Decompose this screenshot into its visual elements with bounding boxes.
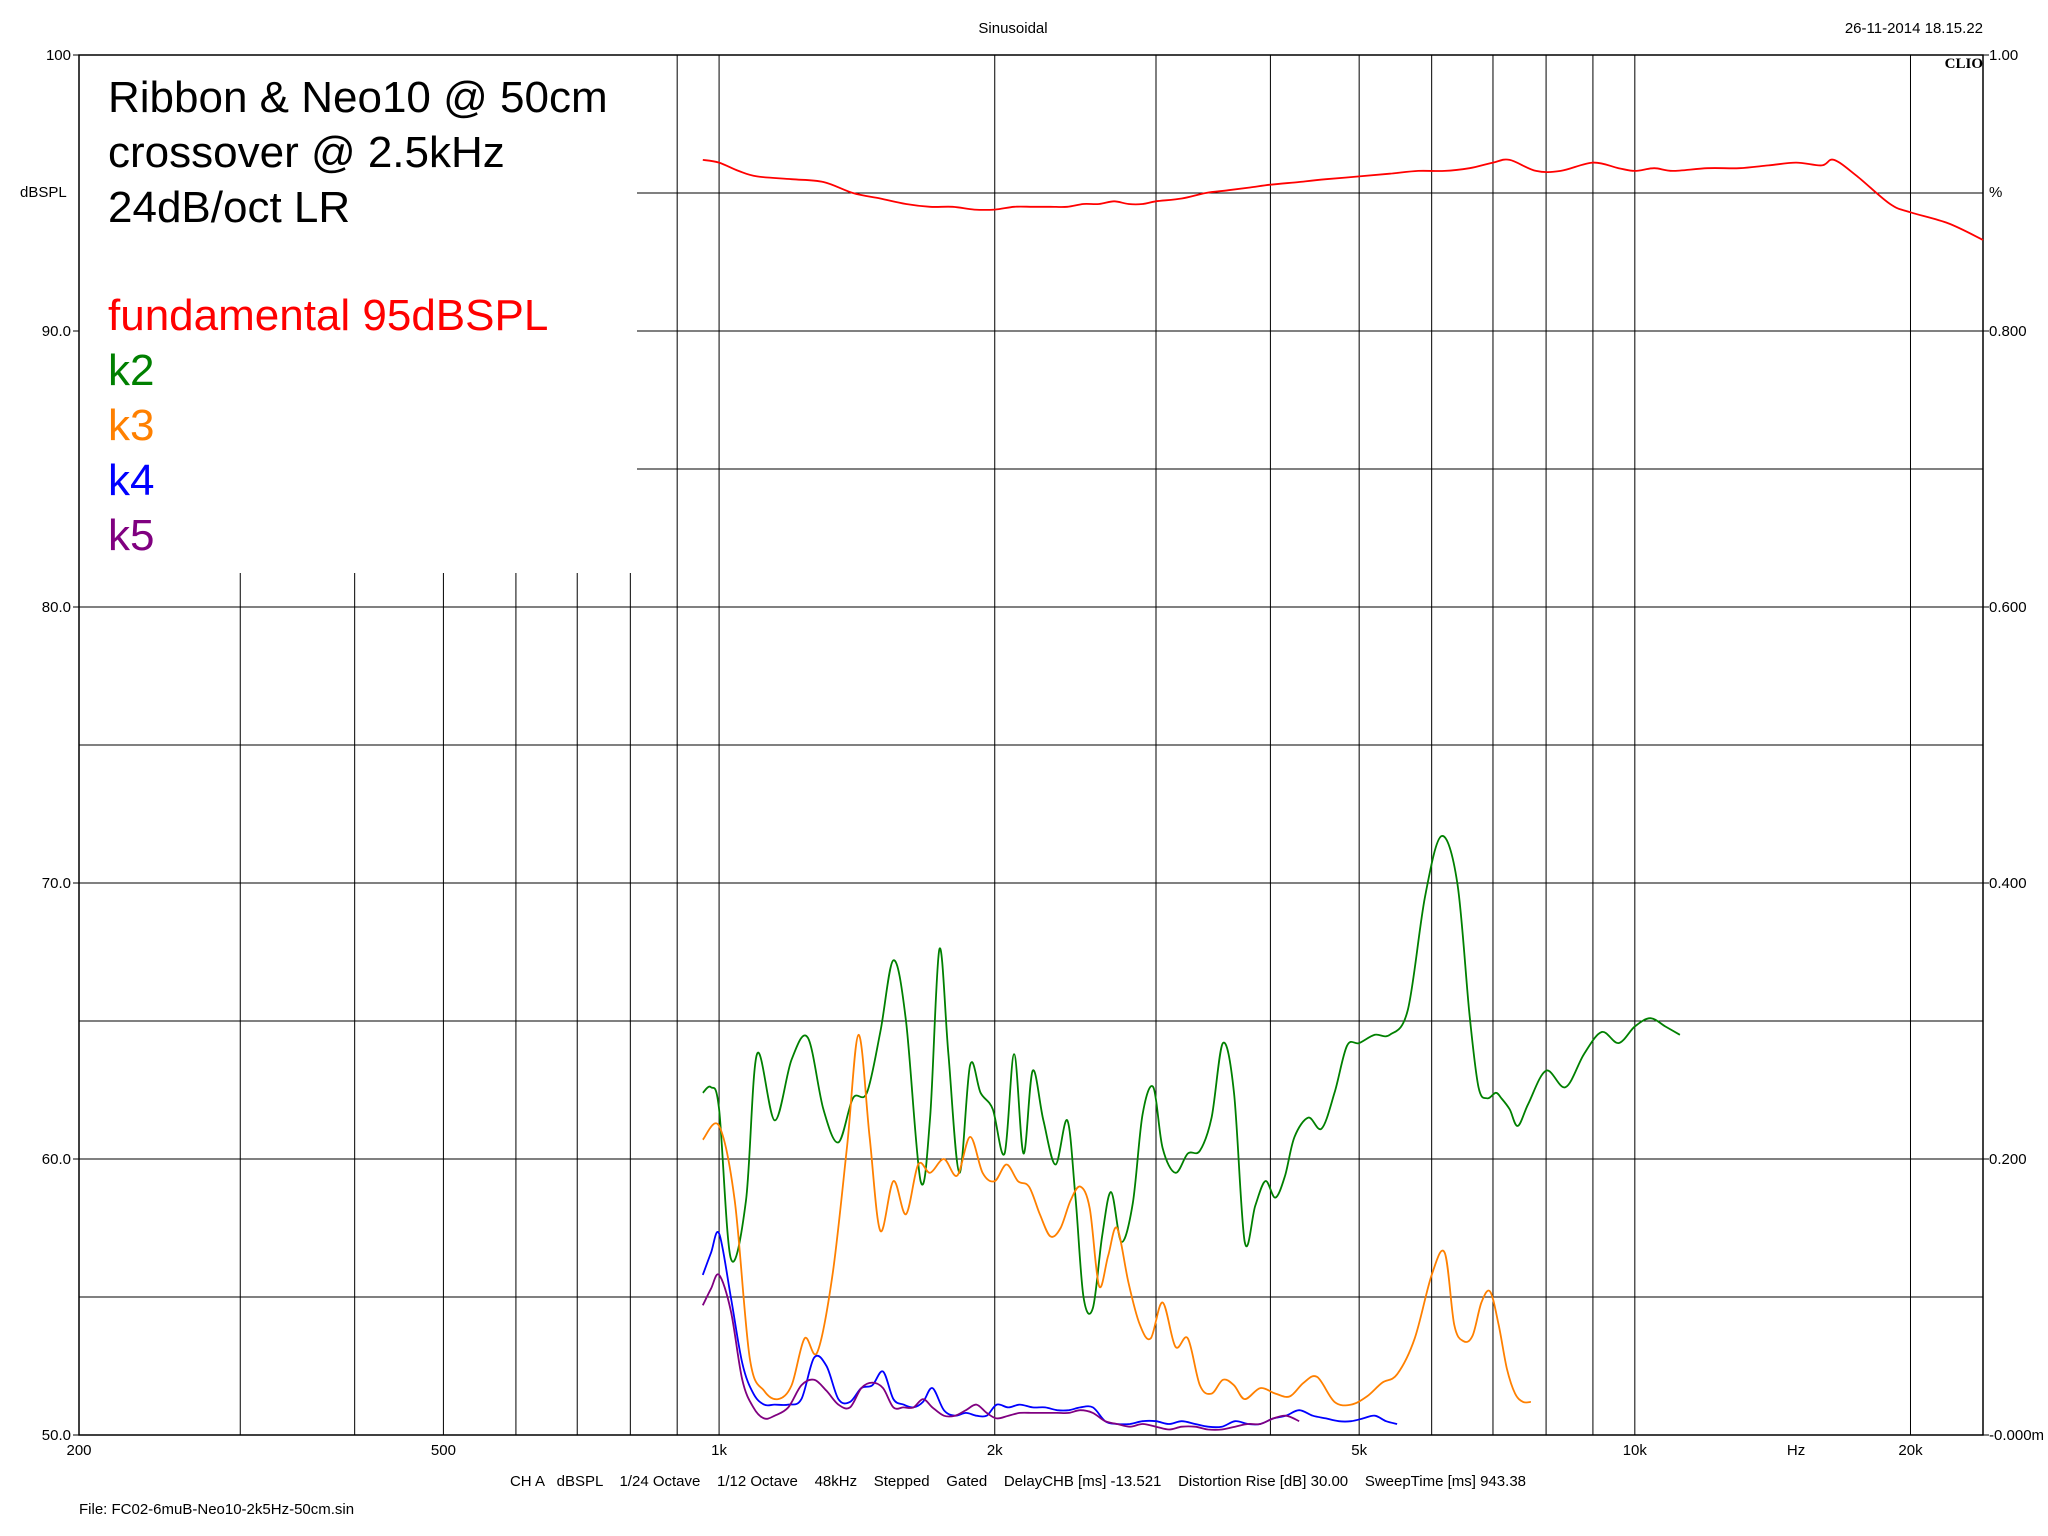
y-tick-label: 90.0: [42, 323, 71, 340]
x-tick-label: 1k: [711, 1442, 727, 1459]
file-name: File: FC02-6muB-Neo10-2k5Hz-50cm.sin: [79, 1501, 354, 1518]
x-tick-label: 500: [431, 1442, 456, 1459]
series-line-k5: [701, 1273, 1300, 1431]
y2-tick-label: -0.000m: [1989, 1427, 2044, 1444]
x-tick-label: 10k: [1623, 1442, 1648, 1459]
grid: [79, 55, 1983, 1435]
y2-tick-label: 1.00: [1989, 47, 2018, 64]
measurement-settings: CH A dBSPL 1/24 Octave 1/12 Octave 48kHz…: [510, 1473, 1526, 1490]
legend-line-2: crossover @ 2.5kHz: [108, 128, 505, 177]
y-axis-label: dBSPL: [20, 184, 67, 201]
y-tick-label: 50.0: [42, 1427, 71, 1444]
y2-axis-label: %: [1989, 184, 2002, 201]
y-tick-label: 60.0: [42, 1151, 71, 1168]
legend-line-1: Ribbon & Neo10 @ 50cm: [108, 73, 608, 122]
legend-k2: k2: [108, 346, 154, 395]
x-tick-label: Hz: [1787, 1442, 1805, 1459]
y2-tick-label: 0.600: [1989, 599, 2027, 616]
y2-tick-label: 0.400: [1989, 875, 2027, 892]
y2-tick-label: 0.800: [1989, 323, 2027, 340]
series-line-k3: [702, 1033, 1531, 1407]
y-tick-label: 70.0: [42, 875, 71, 892]
legend-box: [79, 55, 637, 573]
x-axis: 200 500 1k 2k 5k 10k Hz 20k: [66, 1442, 1923, 1459]
timestamp: 26-11-2014 18.15.22: [1845, 20, 1983, 37]
x-tick-label: 20k: [1898, 1442, 1923, 1459]
y2-axis: 1.00 0.800 0.600 0.400 0.200 -0.000m: [1983, 47, 2044, 1444]
series-lines: [701, 158, 1984, 1431]
legend-k3: k3: [108, 401, 154, 450]
legend-fundamental: fundamental 95dBSPL: [108, 291, 548, 340]
x-tick-label: 5k: [1351, 1442, 1367, 1459]
legend-k5: k5: [108, 511, 154, 560]
x-tick-label: 2k: [987, 1442, 1003, 1459]
y-tick-label: 80.0: [42, 599, 71, 616]
series-line-k4: [701, 1231, 1398, 1429]
series-line-k2: [702, 835, 1681, 1315]
legend: Ribbon & Neo10 @ 50cm crossover @ 2.5kHz…: [108, 73, 608, 560]
y2-tick-label: 0.200: [1989, 1151, 2027, 1168]
y-tick-label: 100: [46, 47, 71, 64]
plot-frame: [78, 54, 1984, 1436]
legend-line-3: 24dB/oct LR: [108, 183, 350, 232]
series-line-fundamental: [702, 158, 1984, 241]
clio-logo: CLIO: [1945, 56, 1983, 72]
y-axis: 100 90.0 80.0 70.0 60.0 50.0: [42, 47, 79, 1444]
chart-title: Sinusoidal: [978, 20, 1047, 37]
legend-k4: k4: [108, 456, 154, 505]
x-tick-label: 200: [66, 1442, 91, 1459]
